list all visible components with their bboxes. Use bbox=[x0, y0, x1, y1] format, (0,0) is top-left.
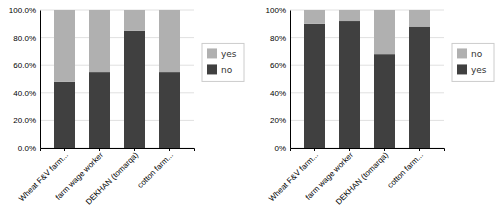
legend-item: no bbox=[457, 48, 483, 58]
x-axis: Wheat F&V farm...farm wage workerDEKHAN … bbox=[17, 148, 194, 207]
bar bbox=[374, 10, 395, 54]
bar bbox=[409, 10, 430, 27]
y-tick: 100% bbox=[266, 6, 290, 15]
panel: 0% 20% 40% 60% 80% 100% Wheat F&V farm...farm … bbox=[266, 6, 494, 207]
legend: no yes bbox=[452, 43, 494, 81]
x-tick-mark bbox=[419, 148, 420, 151]
x-tick-mark bbox=[134, 148, 135, 151]
figure: 0.0% 20.0% 40.0% 60.0% 80.0% 100.0% Wheat F&V … bbox=[0, 0, 500, 210]
y-tick: 20% bbox=[270, 116, 290, 125]
x-tick-mark bbox=[314, 148, 315, 151]
legend-label: yes bbox=[221, 49, 237, 59]
y-tick-label: 80% bbox=[270, 34, 286, 43]
y-tick-label: 100% bbox=[266, 6, 286, 15]
legend-item: yes bbox=[207, 48, 237, 58]
y-tick-label: 40% bbox=[270, 89, 286, 98]
legend-box bbox=[202, 43, 244, 81]
grid bbox=[40, 10, 194, 148]
y-tick-label: 40.0% bbox=[13, 89, 36, 98]
y-tick: 0% bbox=[274, 144, 290, 153]
y-tick: 0.0% bbox=[18, 144, 40, 153]
bar bbox=[374, 54, 395, 148]
legend: yes no bbox=[202, 43, 244, 81]
bars bbox=[304, 10, 430, 148]
legend-label: no bbox=[221, 65, 233, 75]
x-tick-mark bbox=[384, 148, 385, 151]
x-axis: Wheat F&V farm...farm wage workerDEKHAN … bbox=[267, 148, 444, 207]
bar bbox=[409, 27, 430, 148]
y-tick: 100.0% bbox=[9, 6, 40, 15]
panel: 0.0% 20.0% 40.0% 60.0% 80.0% 100.0% Wheat F&V … bbox=[9, 6, 244, 207]
legend-swatch bbox=[457, 48, 467, 58]
x-tick-label: DEKHAN (tomarqa) bbox=[84, 150, 140, 206]
x-tick-label: cotton farm... bbox=[386, 151, 425, 190]
x-tick-label: cotton farm... bbox=[136, 151, 175, 190]
y-tick: 20.0% bbox=[13, 116, 40, 125]
x-tick: DEKHAN (tomarqa) bbox=[84, 148, 140, 207]
y-axis-line bbox=[40, 11, 41, 149]
y-tick-label: 100.0% bbox=[9, 6, 36, 15]
legend-label: yes bbox=[471, 65, 487, 75]
x-tick: cotton farm... bbox=[136, 148, 175, 190]
x-tick-mark bbox=[64, 148, 65, 151]
bar bbox=[159, 72, 180, 148]
y-tick-label: 20.0% bbox=[13, 116, 36, 125]
x-tick-label: DEKHAN (tomarqa) bbox=[334, 150, 390, 206]
x-tick: DEKHAN (tomarqa) bbox=[334, 148, 390, 207]
bar bbox=[159, 10, 180, 72]
legend-swatch bbox=[207, 48, 217, 58]
legend-item: no bbox=[207, 64, 233, 74]
y-tick-label: 20% bbox=[270, 116, 286, 125]
grid bbox=[290, 10, 444, 148]
y-tick: 80% bbox=[270, 34, 290, 43]
x-tick-mark bbox=[169, 148, 170, 151]
legend-swatch bbox=[457, 64, 467, 74]
y-tick: 60% bbox=[270, 61, 290, 70]
bar bbox=[54, 82, 75, 148]
legend-box bbox=[452, 43, 494, 81]
x-tick: cotton farm... bbox=[386, 148, 425, 190]
y-tick-label: 80.0% bbox=[13, 34, 36, 43]
bar bbox=[304, 24, 325, 148]
x-tick-mark bbox=[99, 148, 100, 151]
bar bbox=[89, 10, 110, 72]
bar bbox=[89, 72, 110, 148]
y-tick: 80.0% bbox=[13, 34, 40, 43]
y-tick: 40% bbox=[270, 89, 290, 98]
y-axis: 0% 20% 40% 60% 80% 100% bbox=[266, 6, 291, 153]
x-tick-mark bbox=[349, 148, 350, 151]
legend-swatch bbox=[207, 64, 217, 74]
bar bbox=[339, 21, 360, 148]
legend-item: yes bbox=[457, 64, 487, 74]
y-tick: 40.0% bbox=[13, 89, 40, 98]
y-tick: 60.0% bbox=[13, 61, 40, 70]
bars bbox=[54, 10, 180, 148]
bar bbox=[54, 10, 75, 82]
bar bbox=[339, 10, 360, 21]
y-tick-label: 60.0% bbox=[13, 61, 36, 70]
legend-label: no bbox=[471, 49, 483, 59]
bar bbox=[124, 31, 145, 148]
y-axis-line bbox=[290, 11, 291, 149]
bar bbox=[124, 10, 145, 31]
y-axis: 0.0% 20.0% 40.0% 60.0% 80.0% 100.0% bbox=[9, 6, 41, 153]
y-tick-label: 60% bbox=[270, 61, 286, 70]
y-tick-label: 0.0% bbox=[18, 144, 36, 153]
y-tick-label: 0% bbox=[274, 144, 286, 153]
bar bbox=[304, 10, 325, 24]
